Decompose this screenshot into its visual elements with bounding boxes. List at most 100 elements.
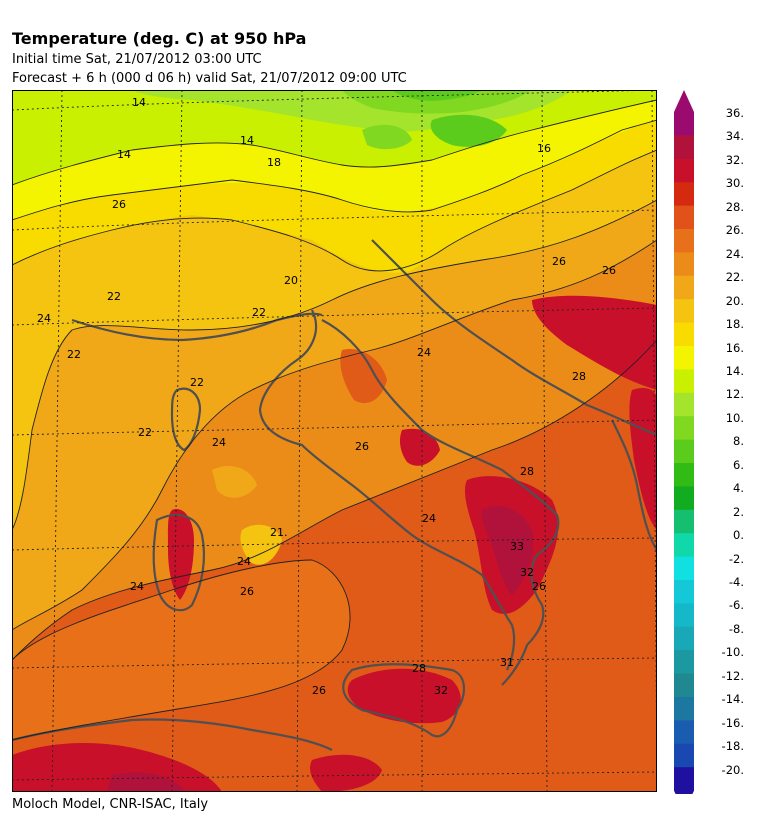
colorbar-swatch [674,603,694,628]
colorbar-swatch [674,299,694,324]
initial-time-label: Initial time Sat, 21/07/2012 03:00 UTC [12,52,262,67]
colorbar-swatch [674,626,694,651]
colorbar-tick-label: 20. [725,293,744,308]
colorbar-tick-label: 8. [733,434,744,449]
colorbar-tick-label: 16. [725,340,744,355]
isotherms [12,99,657,741]
contour-label: 21. [270,526,288,539]
contour-label: 16 [537,142,551,155]
colorbar-swatch [674,463,694,487]
contour-label: 26 [602,264,616,277]
colorbar-tick-label: 26. [725,223,744,238]
contour-label: 26 [312,684,326,697]
contour-label: 20 [284,274,298,287]
contour-label: 22 [252,306,266,319]
contour-label: 33 [510,540,524,553]
contour-label: 22 [67,348,81,361]
colorbar-arrow-bottom [674,790,694,794]
contour-label: 26 [355,440,369,453]
colorbar-tick-label: 30. [725,176,744,191]
colorbar-swatch [674,509,694,534]
colorbar-swatch [674,416,694,441]
colorbar-tick-label: -4. [728,575,744,589]
colorbar-swatch [674,650,694,675]
colorbar-swatch [674,697,694,721]
model-credit: Moloch Model, CNR-ISAC, Italy [12,797,209,812]
contour-label: 32 [434,684,448,697]
contour-label: 26 [552,255,566,268]
colorbar-tick-label: -14. [721,692,744,707]
contour-label: 32 [520,566,534,579]
contour-label: 28 [412,662,426,675]
colorbar-swatch [674,252,694,277]
colorbar-labels: 36. 34. 32. 30. 28. 26. 24. 22. 20. 18. 16. 14. 12. 1… [704,0,760,828]
contour-label: 31 [500,656,514,669]
colorbar-tick-label: -8. [728,621,744,636]
contour-label: 24 [417,346,431,359]
colorbar [674,90,694,794]
coastlines [12,239,657,751]
colorbar-tick-label: -16. [721,715,744,730]
colorbar-swatch [674,112,694,136]
contour-label-group: 14 14 14 16 18 20 22 22 22 22 24 24 24 2… [37,96,616,697]
contour-label: 26 [240,585,254,598]
temperature-map: 14 14 14 16 18 20 22 22 22 22 24 24 24 2… [12,90,657,792]
colorbar-tick-label: 24. [725,246,744,261]
contour-label: 26 [112,198,126,211]
colorbar-tick-label: 0. [733,528,744,543]
map-frame [12,90,657,792]
contour-label: 24 [130,580,144,593]
chart-title: Temperature (deg. C) at 950 hPa [12,29,307,48]
colorbar-tick-label: 10. [725,410,744,425]
colorbar-swatch [674,275,694,300]
colorbar-tick-label: 32. [725,152,744,167]
colorbar-swatch [674,556,694,581]
colorbar-tick-label: 22. [725,270,744,285]
colorbar-tick-label: 34. [725,129,744,144]
colorbar-tick-label: 18. [725,317,744,332]
colorbar-swatch [674,743,694,768]
colorbar-swatch [674,135,694,160]
colorbar-swatch [674,392,694,417]
colorbar-tick-label: -10. [721,645,744,660]
colorbar-swatch [674,158,694,183]
colorbar-swatch [674,369,694,394]
colorbar-swatch [674,182,694,207]
contour-label: 28 [520,465,534,478]
colorbar-swatch [674,322,694,347]
colorbar-swatch [674,486,694,511]
colorbar-tick-label: -12. [721,668,744,683]
colorbar-tick-label: 4. [733,481,744,496]
colorbar-tick-label: -20. [721,762,744,777]
contour-label: 22 [138,426,152,439]
colorbar-swatch [674,580,694,604]
colorbar-swatch [674,229,694,253]
temperature-field [12,90,657,792]
colorbar-swatch [674,720,694,745]
colorbar-tick-label: -2. [728,551,744,566]
contour-label: 22 [107,290,121,303]
colorbar-swatch [674,533,694,558]
colorbar-swatch [674,439,694,464]
colorbar-swatch [674,205,694,230]
colorbar-tick-label: 12. [725,387,744,402]
colorbar-tick-label: 14. [725,363,744,378]
colorbar-swatch [674,767,694,792]
contour-label: 14 [132,96,146,109]
colorbar-tick-label: -6. [728,598,744,613]
colorbar-tick-label: 6. [733,457,744,472]
colorbar-tick-label: 36. [725,106,744,120]
contour-label: 18 [267,156,281,169]
contour-label: 24 [422,512,436,525]
contour-label: 24 [37,312,51,325]
contour-label: 14 [117,148,131,161]
colorbar-arrow-top [674,90,694,112]
contour-label: 22 [190,376,204,389]
contour-label: 24 [212,436,226,449]
contour-label: 14 [240,134,254,147]
colorbar-swatch [674,673,694,698]
colorbar-tick-label: -18. [721,739,744,754]
contour-label: 28 [572,370,586,383]
contour-label: 24 [237,555,251,568]
forecast-time-label: Forecast + 6 h (000 d 06 h) valid Sat, 2… [12,71,407,86]
